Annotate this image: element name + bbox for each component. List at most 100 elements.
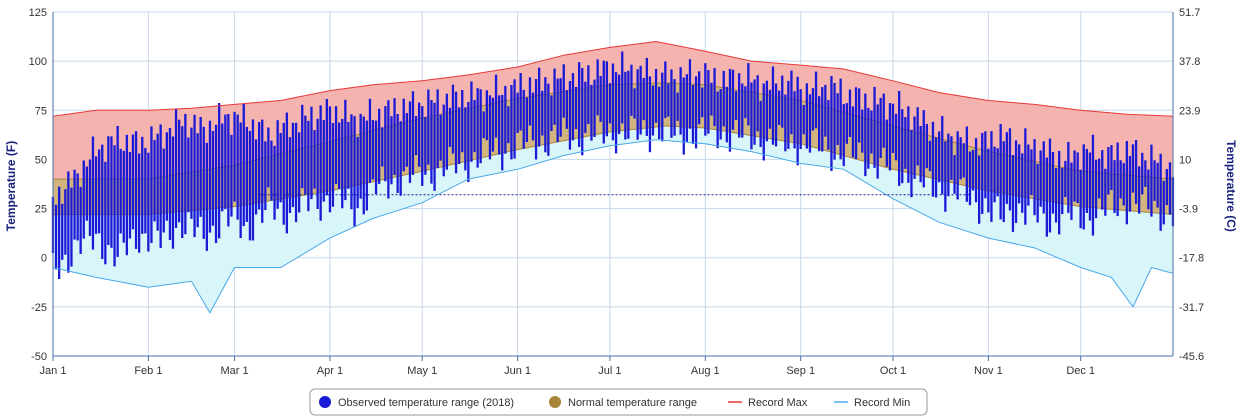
observed-range-bar (242, 103, 245, 227)
observed-range-bar (1156, 162, 1159, 208)
observed-range-bar (1033, 139, 1036, 216)
observed-range-bar (1134, 140, 1138, 204)
observed-range-bar (941, 116, 944, 195)
y-axis-title-right: Temperature (C) (1224, 140, 1238, 232)
observed-range-bar (171, 136, 175, 249)
observed-range-bar (282, 123, 285, 225)
observed-range-bar (125, 134, 128, 256)
observed-range-bar (648, 76, 652, 153)
observed-range-bar (291, 122, 295, 208)
observed-range-bar (602, 60, 605, 144)
observed-range-bar (473, 100, 476, 153)
observed-range-bar (470, 81, 473, 162)
observed-range-bar (790, 70, 793, 135)
observed-range-bar (221, 123, 224, 212)
y-tick-label-left: 50 (35, 154, 47, 166)
observed-range-bar (196, 133, 199, 228)
observed-range-bar (778, 90, 781, 126)
observed-range-bar (861, 109, 864, 153)
observed-range-bar (211, 131, 215, 226)
observed-range-bar (504, 85, 507, 154)
observed-range-bar (1091, 134, 1095, 236)
observed-range-bar (621, 51, 624, 124)
observed-range-bar (956, 131, 959, 200)
observed-range-bar (1094, 159, 1098, 219)
observed-range-bar (251, 119, 255, 241)
legend: Observed temperature range (2018) Normal … (309, 388, 928, 416)
observed-range-bar (350, 114, 353, 210)
observed-range-bar (285, 112, 288, 234)
observed-range-bar (1018, 144, 1021, 204)
observed-range-bar (128, 152, 132, 239)
observed-range-bar (110, 136, 113, 248)
observed-range-bar (1107, 147, 1110, 195)
observed-range-bar (544, 77, 547, 153)
observed-range-bar (974, 138, 978, 203)
observed-range-bar (58, 186, 61, 279)
observed-range-bar (876, 104, 879, 179)
observed-range-bar (1116, 142, 1119, 217)
observed-range-bar (122, 150, 125, 243)
observed-range-bar (1008, 128, 1012, 211)
legend-box (309, 388, 928, 416)
observed-range-bar (485, 90, 488, 141)
observed-range-bar (1054, 168, 1058, 223)
observed-range-bar (747, 63, 750, 126)
observed-range-bar (178, 119, 181, 223)
y-tick-label-left: 25 (35, 204, 47, 216)
observed-range-bar (393, 98, 396, 175)
observed-range-bar (984, 131, 987, 199)
x-tick-label: May 1 (407, 365, 437, 377)
observed-range-bar (658, 86, 661, 140)
axes: 125 51.7 100 37.8 75 23.9 50 10 25 -3.9 0 -17.8 -25 -… (29, 7, 1204, 377)
observed-range-bar (981, 132, 984, 214)
observed-range-bar (661, 72, 664, 142)
observed-range-bar (842, 104, 845, 167)
observed-range-bar (1027, 144, 1030, 206)
observed-range-bar (701, 87, 704, 118)
observed-range-bar (574, 86, 578, 130)
observed-range-bar (454, 91, 458, 174)
observed-range-bar (267, 127, 270, 188)
observed-range-bar (744, 86, 747, 119)
observed-range-bar (1138, 166, 1141, 214)
record-min-line (52, 139, 1174, 314)
observed-range-bar (353, 116, 356, 227)
observed-range-bar (134, 131, 138, 249)
observed-range-bar (978, 155, 981, 224)
observed-range-bar (642, 78, 645, 121)
observed-range-bar (1153, 160, 1156, 201)
observed-range-bar (904, 117, 907, 169)
observed-range-bar (294, 122, 298, 223)
observed-range-bar (70, 187, 73, 267)
observed-range-bar (919, 126, 922, 183)
observed-range-bar (119, 148, 122, 234)
observed-range-bar (1048, 138, 1052, 233)
observed-range-bar (411, 91, 415, 175)
observed-range-bar (814, 71, 818, 129)
observed-range-bar (839, 78, 842, 160)
observed-range-bar (208, 120, 212, 233)
observed-range-bar (913, 116, 916, 179)
observed-range-bar (168, 128, 172, 240)
observed-range-bar (98, 149, 101, 234)
observed-range-bar (190, 127, 193, 219)
x-tick-label: Oct 1 (880, 365, 906, 377)
observed-range-bar (408, 101, 412, 183)
observed-range-bar (144, 147, 147, 234)
observed-range-bar (836, 93, 839, 145)
y-tick-label-left: -50 (31, 351, 47, 363)
observed-range-bar (898, 91, 901, 186)
observed-range-bar (1021, 153, 1024, 213)
observed-range-bar (870, 110, 873, 154)
observed-range-bar (953, 155, 956, 194)
observed-range-bar (910, 129, 913, 198)
observed-range-bar (1051, 152, 1055, 214)
observed-range-bar (611, 63, 615, 141)
x-tick-label: Dec 1 (1066, 365, 1095, 377)
observed-range-bar (519, 73, 522, 131)
observed-range-bar (830, 76, 833, 171)
observed-range-bar (338, 122, 341, 189)
legend-label: Normal temperature range (568, 397, 697, 409)
